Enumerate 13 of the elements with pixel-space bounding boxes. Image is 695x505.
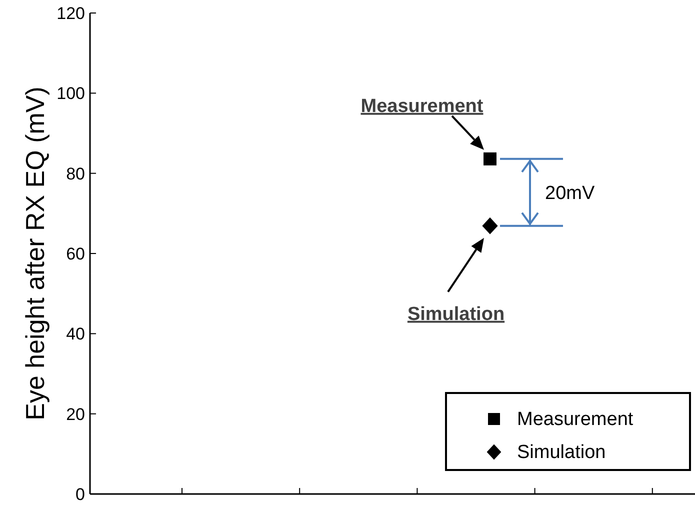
y-tick-label: 20 [66, 404, 85, 424]
legend-label: Measurement [517, 409, 634, 430]
y-axis-title: Eye height after RX EQ (mV) [20, 86, 50, 420]
annotation: 20mV [545, 183, 595, 204]
y-tick-label: 0 [76, 484, 85, 504]
y-tick-label: 80 [66, 164, 85, 184]
annotation: Measurement [360, 96, 484, 117]
annotation: Simulation [407, 304, 505, 325]
y-tick-label: 60 [66, 244, 85, 264]
y-tick-label: 100 [56, 84, 85, 104]
y-tick-label: 40 [66, 324, 85, 344]
y-tick-label: 120 [56, 4, 85, 23]
legend-label: Simulation [517, 442, 606, 463]
